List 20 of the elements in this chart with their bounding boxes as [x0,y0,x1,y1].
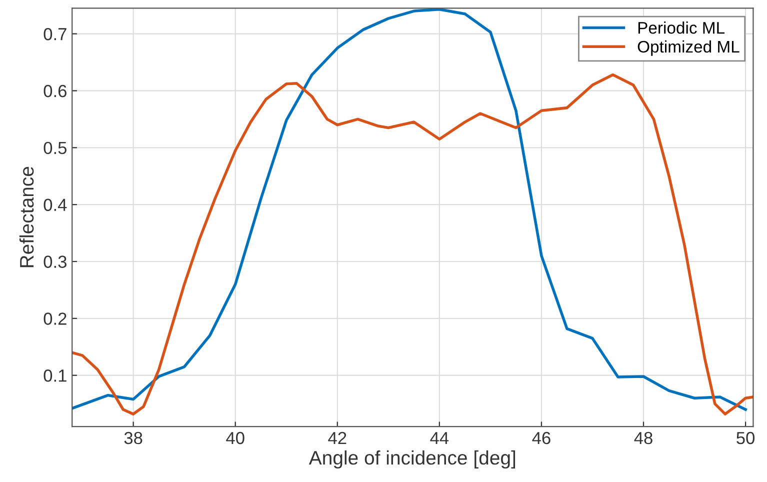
y-tick-label: 0.3 [44,256,66,268]
y-axis-title: Reflectance [19,166,34,268]
y-tick-label: 0.7 [44,28,66,40]
x-tick-label: 48 [634,432,652,444]
x-tick-label: 50 [736,432,755,444]
x-tick-label: 46 [532,432,550,444]
legend-label: Optimized ML [638,40,740,56]
line-series [72,73,754,416]
x-axis-title: Angle of incidence [deg] [308,450,516,469]
y-tick-label: 0.6 [44,84,66,98]
legend-label: Periodic ML [638,22,724,34]
x-tick-label: 44 [430,432,449,444]
x-tick-label: 40 [226,432,244,444]
y-tick-label: 0.5 [44,142,67,154]
line-series [72,8,747,411]
x-tick-label: 38 [124,432,142,444]
y-tick-label: 0.4 [44,198,67,212]
y-tick-label: 0.2 [44,312,66,325]
x-tick-label: 42 [328,432,346,444]
y-tick-label: 0.1 [44,370,66,382]
